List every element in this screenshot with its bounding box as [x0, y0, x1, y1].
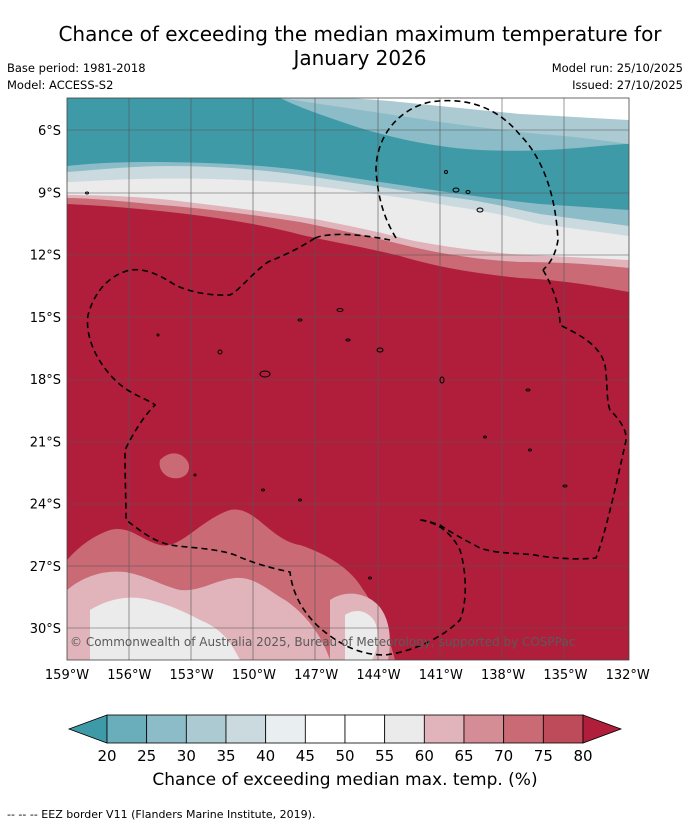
island-makemo — [376, 347, 384, 353]
probability-55-patch — [90, 597, 240, 660]
colorbar-tick-label: 55 — [375, 747, 394, 765]
colorbar-tick-label: 40 — [256, 747, 275, 765]
colorbar-tick-label: 80 — [573, 747, 592, 765]
model-name: Model: ACCESS-S2 — [7, 78, 114, 92]
colorbar-swatch — [225, 714, 267, 744]
latitude-label: 12°S — [30, 249, 61, 264]
latitude-label: 21°S — [30, 435, 61, 450]
longitude-label: 150°W — [232, 668, 276, 683]
colorbar-tick-label: 35 — [216, 747, 235, 765]
eez-border-french-polynesia — [86, 233, 467, 656]
island-rangiroa — [336, 308, 344, 312]
longitude-label: 153°W — [170, 668, 214, 683]
colorbar-swatch — [384, 714, 425, 744]
eez-borders — [86, 99, 627, 656]
colorbar-swatch — [503, 714, 544, 744]
eez-border-marquesas — [375, 99, 559, 271]
colorbar-swatch — [265, 714, 306, 744]
latitude-label: 18°S — [30, 373, 61, 388]
islands — [85, 170, 568, 580]
island-eiao — [444, 170, 448, 174]
colorbar-swatch — [146, 714, 187, 744]
colorbar-arrow-high — [582, 714, 623, 744]
colorbar-tick-label: 50 — [335, 747, 354, 765]
longitude-label: 138°W — [481, 668, 525, 683]
copyright-text: © Commonwealth of Australia 2025, Bureau… — [70, 635, 575, 649]
longitude-label: 132°W — [606, 668, 650, 683]
colorbar-tick-label: 45 — [296, 747, 315, 765]
island-rapa — [368, 576, 372, 580]
island-raivavae — [298, 498, 302, 502]
latitude-label: 24°S — [30, 498, 61, 513]
title-line-2: January 2026 — [293, 46, 427, 70]
latitude-label: 6°S — [38, 124, 61, 139]
longitude-labels: 159°W 156°W 153°W 150°W 147°W 144°W 141°W 138°W… — [45, 668, 650, 683]
island-fakarava — [345, 338, 351, 342]
map-title: Chance of exceeding the median maximum t… — [40, 22, 680, 70]
latitude-label: 15°S — [30, 311, 61, 326]
eez-legend: -- -- -- EEZ border V11 (Flanders Marine… — [7, 808, 316, 821]
island-maupihaa — [156, 333, 160, 337]
longitude-label: 135°W — [543, 668, 587, 683]
issued-date: Issued: 27/10/2025 — [572, 78, 683, 92]
colorbar-swatch — [185, 714, 227, 744]
island-fangataufa — [528, 448, 532, 452]
island-ua-huka — [465, 190, 471, 194]
island-nuku-hiva — [452, 187, 460, 193]
island-rurutu — [193, 473, 197, 477]
island-tureia — [525, 388, 531, 392]
colorbar-arrow-low — [67, 714, 108, 744]
colorbar-tick-label: 25 — [137, 747, 156, 765]
latitude-label: 27°S — [30, 560, 61, 575]
colorbar-tick-label: 75 — [534, 747, 553, 765]
meta-left: Base period: 1981-2018 Model: ACCESS-S2 — [7, 60, 146, 94]
colorbar-tick-label: 65 — [454, 747, 473, 765]
latitude-label: 9°S — [38, 186, 61, 201]
longitude-label: 156°W — [107, 668, 151, 683]
probability-below-20 — [67, 98, 629, 210]
eez-border-pitcairn — [419, 269, 627, 560]
title-line-1: Chance of exceeding the median maximum t… — [58, 22, 662, 46]
longitude-label: 141°W — [419, 668, 463, 683]
colorbar-title: Chance of exceeding median max. temp. (%… — [152, 770, 538, 790]
map-frame — [66, 97, 630, 661]
colorbar-swatch — [344, 714, 386, 744]
colorbar-swatch — [463, 714, 505, 744]
meta-right: Model run: 25/10/2025 Issued: 27/10/2025 — [552, 60, 683, 94]
probability-50-band — [350, 98, 629, 120]
island-tahiti — [259, 370, 271, 378]
colorbar-swatch — [423, 714, 465, 744]
colorbar-tick-label: 70 — [494, 747, 513, 765]
latitude-labels: 6°S 9°S 12°S 15°S 18°S 21°S 24°S 27°S 30°S — [30, 124, 61, 637]
colorbar: 20 25 30 35 40 45 50 55 60 65 70 75 80 — [67, 714, 623, 765]
island-hiva-oa — [476, 207, 484, 213]
island-caroline — [85, 191, 89, 195]
colorbar-tick-label: 60 — [415, 747, 434, 765]
base-period: Base period: 1981-2018 — [7, 61, 146, 75]
forecast-map: © Commonwealth of Australia 2025, Bureau… — [67, 98, 629, 660]
longitude-label: 147°W — [294, 668, 338, 683]
island-tubuai — [261, 488, 265, 492]
island-hao — [439, 376, 445, 384]
probability-75-small-patch — [159, 453, 190, 479]
island-bora-bora — [217, 349, 223, 355]
colorbar-swatch — [542, 714, 584, 744]
model-run: Model run: 25/10/2025 — [551, 61, 683, 75]
colorbar-swatch — [106, 714, 148, 744]
graticule — [67, 98, 629, 660]
island-moruroa — [483, 435, 487, 439]
longitude-label: 159°W — [45, 668, 89, 683]
colorbar-tick-label: 30 — [177, 747, 196, 765]
colorbar-swatch — [304, 714, 346, 744]
longitude-label: 144°W — [356, 668, 400, 683]
island-mangareva — [562, 484, 568, 488]
island-tikehau — [297, 318, 303, 322]
probability-55-patch-south — [345, 610, 378, 660]
colorbar-tick-label: 20 — [97, 747, 116, 765]
latitude-label: 30°S — [30, 622, 61, 637]
